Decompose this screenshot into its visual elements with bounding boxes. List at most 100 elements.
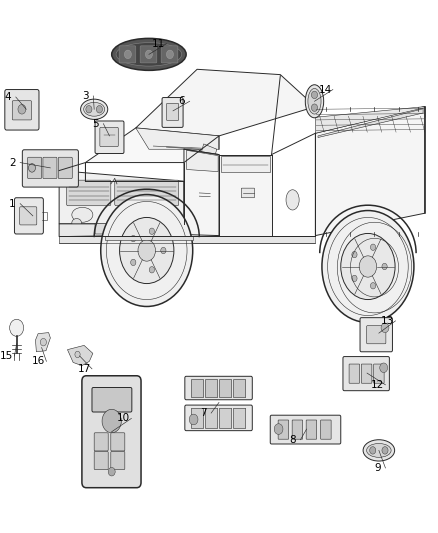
FancyBboxPatch shape (233, 408, 246, 429)
Circle shape (102, 409, 121, 433)
Ellipse shape (116, 43, 182, 66)
Ellipse shape (286, 190, 299, 210)
Circle shape (322, 211, 414, 322)
FancyBboxPatch shape (94, 433, 108, 451)
FancyBboxPatch shape (162, 98, 183, 127)
FancyBboxPatch shape (185, 376, 252, 400)
Polygon shape (315, 107, 425, 236)
Circle shape (274, 424, 283, 434)
Circle shape (382, 263, 387, 270)
Polygon shape (219, 155, 272, 236)
FancyBboxPatch shape (205, 408, 218, 429)
Polygon shape (85, 128, 219, 163)
Ellipse shape (367, 443, 391, 457)
Text: 6: 6 (178, 96, 185, 106)
Ellipse shape (308, 88, 321, 114)
Text: 2: 2 (9, 158, 16, 167)
Text: 11: 11 (152, 39, 165, 49)
Circle shape (131, 259, 136, 265)
Polygon shape (35, 333, 50, 352)
FancyBboxPatch shape (115, 180, 179, 206)
FancyBboxPatch shape (43, 157, 57, 179)
Circle shape (371, 244, 376, 251)
Polygon shape (315, 107, 425, 133)
Circle shape (370, 447, 376, 454)
FancyBboxPatch shape (95, 223, 135, 234)
Polygon shape (105, 236, 193, 240)
Circle shape (40, 338, 46, 346)
FancyBboxPatch shape (119, 46, 136, 63)
Circle shape (138, 240, 155, 261)
FancyBboxPatch shape (12, 101, 32, 120)
Circle shape (120, 217, 174, 284)
Text: 7: 7 (200, 408, 207, 418)
Circle shape (10, 319, 24, 336)
FancyBboxPatch shape (219, 379, 232, 398)
Circle shape (149, 228, 155, 235)
Text: 17: 17 (78, 364, 91, 374)
FancyBboxPatch shape (111, 451, 125, 470)
FancyBboxPatch shape (191, 379, 204, 398)
FancyBboxPatch shape (92, 387, 132, 412)
Polygon shape (201, 144, 217, 157)
Ellipse shape (72, 219, 81, 227)
FancyBboxPatch shape (361, 364, 372, 383)
FancyBboxPatch shape (94, 451, 108, 470)
FancyBboxPatch shape (59, 236, 315, 243)
FancyBboxPatch shape (58, 157, 72, 179)
Circle shape (189, 414, 198, 425)
Circle shape (381, 323, 389, 333)
Polygon shape (315, 107, 425, 133)
Ellipse shape (72, 207, 93, 222)
FancyBboxPatch shape (20, 207, 37, 225)
Text: 4: 4 (4, 92, 11, 102)
Circle shape (352, 275, 357, 281)
Ellipse shape (112, 38, 186, 70)
Circle shape (382, 447, 388, 454)
Ellipse shape (84, 102, 105, 116)
Text: 14: 14 (318, 85, 332, 94)
Circle shape (161, 247, 166, 254)
Circle shape (96, 106, 102, 113)
Circle shape (145, 50, 152, 59)
Text: 15: 15 (0, 351, 13, 361)
Text: 10: 10 (117, 414, 130, 423)
Circle shape (371, 282, 376, 289)
FancyBboxPatch shape (219, 408, 232, 429)
FancyBboxPatch shape (100, 127, 118, 147)
Ellipse shape (137, 209, 161, 224)
FancyBboxPatch shape (292, 420, 303, 439)
Circle shape (18, 104, 26, 114)
FancyBboxPatch shape (191, 408, 204, 429)
Circle shape (380, 363, 388, 373)
Polygon shape (59, 224, 184, 237)
Text: 8: 8 (289, 435, 296, 445)
FancyBboxPatch shape (185, 405, 252, 431)
Polygon shape (67, 345, 93, 366)
Ellipse shape (81, 99, 108, 119)
Polygon shape (136, 128, 219, 149)
Circle shape (311, 91, 318, 99)
Circle shape (28, 164, 35, 172)
Circle shape (341, 233, 395, 300)
Circle shape (108, 467, 115, 476)
Circle shape (86, 106, 92, 113)
Text: 9: 9 (374, 463, 381, 473)
Polygon shape (136, 69, 315, 136)
FancyBboxPatch shape (166, 103, 179, 120)
FancyBboxPatch shape (161, 46, 178, 63)
FancyBboxPatch shape (28, 157, 42, 179)
FancyBboxPatch shape (241, 188, 254, 198)
FancyBboxPatch shape (270, 415, 341, 444)
Circle shape (352, 252, 357, 258)
Circle shape (124, 50, 131, 59)
FancyBboxPatch shape (22, 150, 78, 187)
Text: 5: 5 (92, 119, 99, 128)
Text: 3: 3 (82, 91, 89, 101)
FancyBboxPatch shape (367, 326, 386, 344)
FancyBboxPatch shape (5, 90, 39, 130)
Text: 16: 16 (32, 357, 45, 366)
Polygon shape (184, 149, 219, 236)
Ellipse shape (363, 440, 395, 461)
FancyBboxPatch shape (140, 46, 157, 63)
